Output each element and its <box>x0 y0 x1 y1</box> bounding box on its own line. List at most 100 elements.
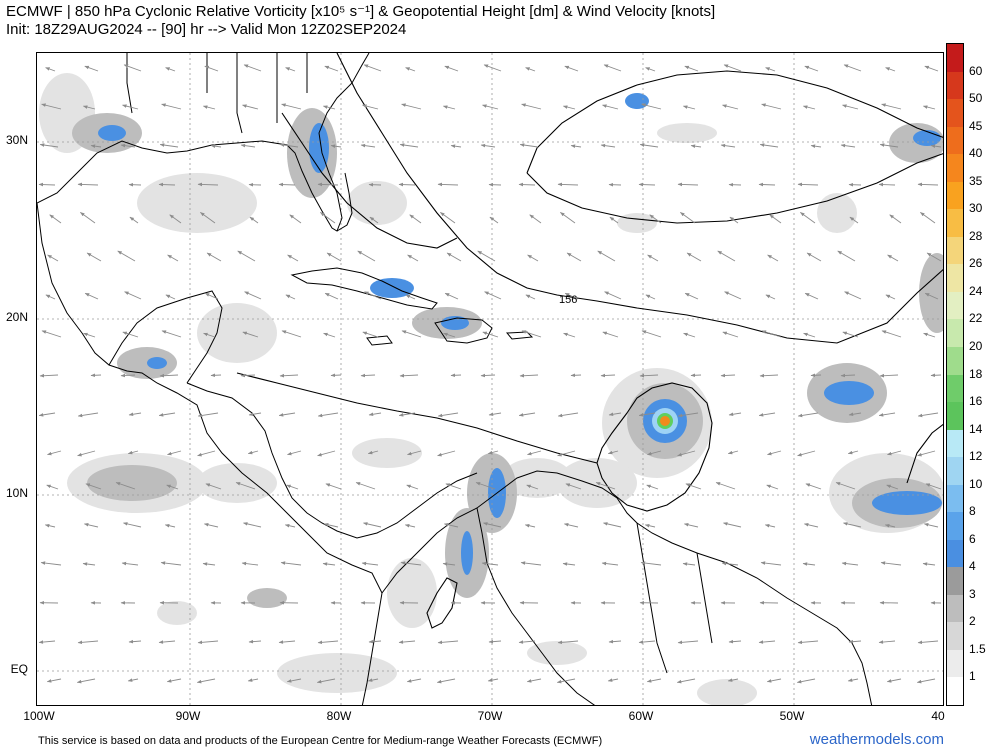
wind-arrow <box>317 450 336 457</box>
wind-arrow <box>167 450 182 456</box>
vorticity-colorbar <box>946 43 964 706</box>
wind-arrow <box>638 182 656 187</box>
colorbar-label: 6 <box>969 531 976 546</box>
wind-arrow <box>325 483 342 490</box>
wind-arrow <box>160 561 182 566</box>
wind-arrow <box>247 450 259 455</box>
vorticity-shading <box>39 73 943 705</box>
wind-arrow <box>90 373 102 378</box>
map-canvas: 156 <box>37 53 943 705</box>
colorbar-label: 12 <box>969 449 983 464</box>
wind-arrow <box>922 105 936 110</box>
wind-arrow <box>38 640 56 644</box>
wind-arrow <box>715 482 736 490</box>
wind-arrow <box>609 216 619 224</box>
wind-arrow <box>161 330 182 338</box>
wind-arrow <box>761 103 782 110</box>
wind-arrow <box>210 373 222 378</box>
wind-arrow <box>286 484 299 490</box>
wind-arrow <box>442 105 456 110</box>
wind-arrow <box>280 561 302 566</box>
wind-arrow <box>77 450 96 457</box>
colombia-border <box>361 592 383 705</box>
wind-arrow <box>557 182 579 187</box>
chart-subtitle: Init: 18Z29AUG2024 -- [90] hr --> Valid … <box>6 21 407 38</box>
wind-arrow <box>279 373 299 378</box>
wind-arrow <box>639 373 659 378</box>
wind-arrow <box>158 412 176 417</box>
wind-arrow <box>324 292 339 300</box>
colorbar-segment <box>947 99 963 128</box>
wind-arrow <box>206 252 222 262</box>
wind-arrow <box>638 640 656 644</box>
colorbar-label: 8 <box>969 504 976 519</box>
wind-arrow <box>450 144 462 148</box>
colorbar-label: 22 <box>969 311 983 326</box>
hispaniola <box>434 317 493 344</box>
wind-arrow <box>527 254 539 262</box>
wind-arrow <box>680 212 696 224</box>
wind-arrow <box>316 678 336 684</box>
colorbar-label: 18 <box>969 366 983 381</box>
contour-sa-low <box>426 577 458 629</box>
wind-arrow <box>83 332 96 338</box>
wind-arrow <box>758 640 776 644</box>
brand-link[interactable]: weathermodels.com <box>809 731 944 748</box>
wind-arrow <box>526 484 539 490</box>
wind-arrow <box>848 412 862 417</box>
wind-arrow <box>840 373 856 378</box>
wind-arrow <box>361 561 379 566</box>
wind-arrow <box>723 522 742 528</box>
wind-arrow <box>889 214 902 224</box>
wind-arrow <box>483 64 502 72</box>
wind-arrow <box>518 640 536 644</box>
wind-arrow <box>489 216 499 224</box>
wind-arrow <box>120 373 136 378</box>
wind-arrow <box>887 254 899 262</box>
vorticity-blob <box>157 601 197 625</box>
wind-arrow <box>525 67 536 72</box>
wind-arrow <box>600 143 616 148</box>
wind-arrow <box>285 294 296 300</box>
colorbar-label: 4 <box>969 559 976 574</box>
wind-arrow <box>878 640 896 644</box>
lon-label-90w: 90W <box>175 709 201 723</box>
wind-arrow <box>880 561 902 566</box>
wind-arrow <box>841 561 859 566</box>
wind-arrow <box>727 678 739 682</box>
wind-arrow <box>562 562 576 566</box>
wind-arrow <box>248 639 262 644</box>
wind-arrow <box>721 561 739 566</box>
wind-arrow <box>487 450 499 455</box>
wind-arrow <box>677 450 696 457</box>
wind-arrow <box>797 412 819 418</box>
wind-arrow <box>128 639 142 644</box>
colorbar-segment <box>947 539 963 568</box>
wind-arrow <box>83 523 99 528</box>
wind-arrow <box>204 65 219 72</box>
wind-arrow <box>243 522 262 528</box>
vorticity-blob <box>347 181 407 225</box>
wind-arrow <box>39 143 59 148</box>
wind-arrow <box>562 105 576 110</box>
wind-arrow <box>518 182 536 187</box>
wind-arrow <box>123 522 142 528</box>
wind-arrow <box>640 561 662 566</box>
wind-arrow <box>881 330 902 338</box>
wind-arrow <box>917 182 939 187</box>
wind-arrow <box>720 373 736 378</box>
wind-arrow <box>440 212 456 224</box>
guyana-border <box>636 522 668 674</box>
wind-arrow <box>399 143 419 148</box>
wind-arrow <box>604 291 622 300</box>
wind-arrow <box>46 678 62 683</box>
colorbar-segment <box>947 594 963 623</box>
wind-arrow <box>82 105 96 110</box>
colorbar-label: 28 <box>969 228 983 243</box>
colorbar-segment <box>947 429 963 458</box>
wind-arrow <box>684 65 699 72</box>
wind-arrow <box>443 523 459 528</box>
vorticity-blob <box>824 381 874 405</box>
us-state-lines <box>126 53 308 134</box>
wind-arrow <box>878 182 896 187</box>
